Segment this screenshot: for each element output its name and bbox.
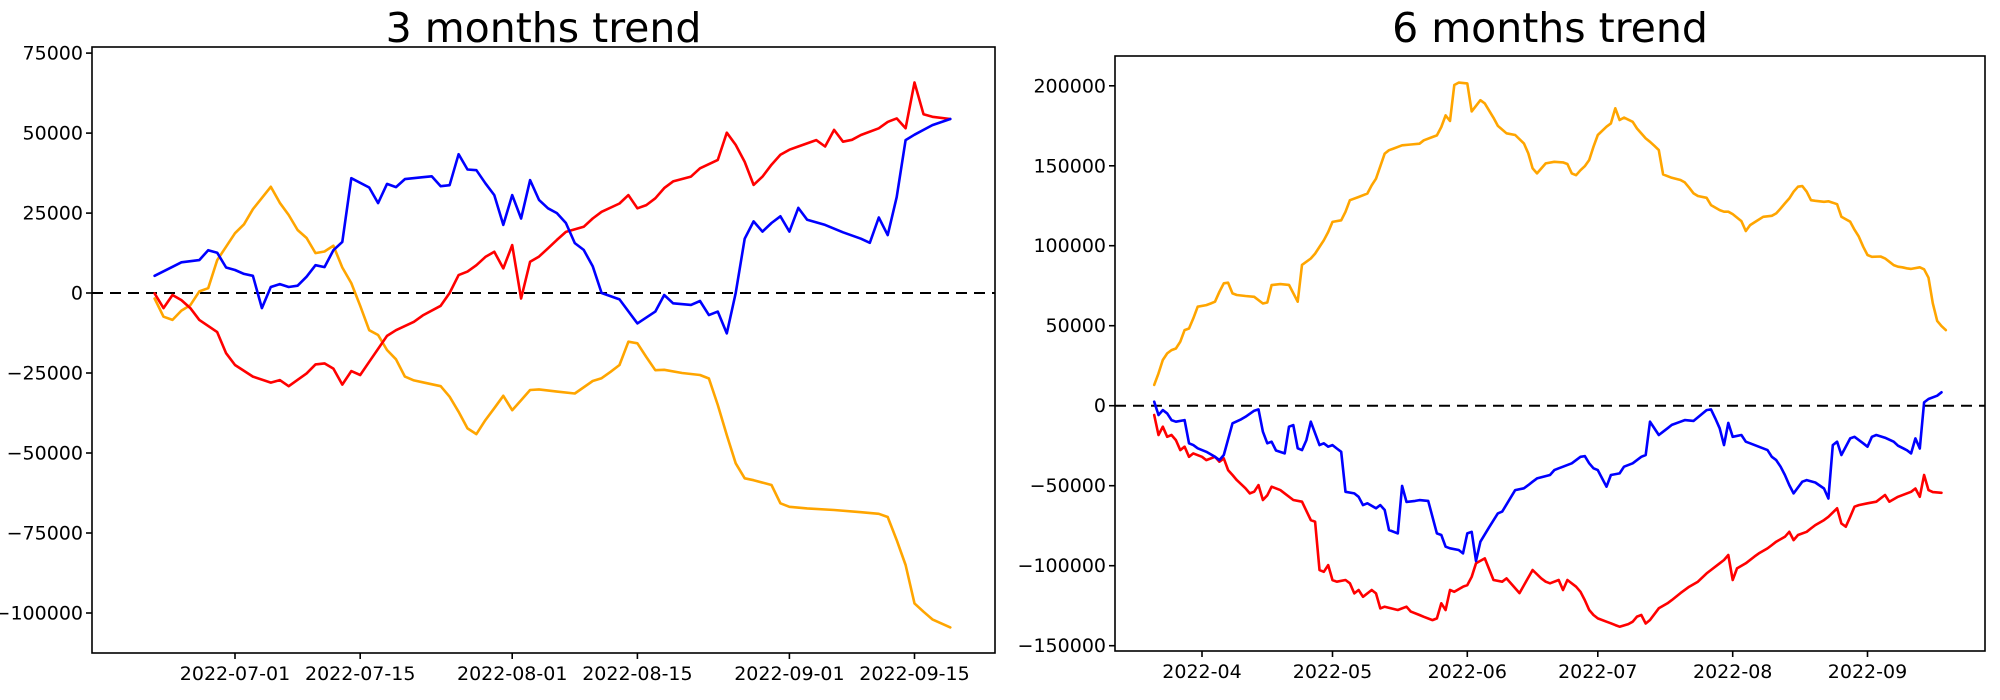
x-tick-label: 2022-08 xyxy=(1693,661,1772,683)
x-tick-label: 2022-09 xyxy=(1828,661,1907,683)
x-tick-label: 2022-07-01 xyxy=(180,663,290,685)
chart-3-months-trend: 75000 50000 25000 0 −25000 −50000 −75000 −10000… xyxy=(0,43,996,685)
x-tick-label: 2022-08-15 xyxy=(582,663,692,685)
y-tick-label: −25000 xyxy=(7,363,83,385)
y-tick-label: 0 xyxy=(1094,395,1106,417)
y-tick-label: 75000 xyxy=(23,43,83,65)
x-tick-label: 2022-09-15 xyxy=(859,663,969,685)
y-tick-label: 50000 xyxy=(1046,315,1106,337)
x-tick-label: 2022-07-15 xyxy=(305,663,415,685)
series-line-red xyxy=(153,81,952,388)
y-tick-label: −75000 xyxy=(7,523,83,545)
x-tick-label: 2022-04 xyxy=(1162,661,1241,683)
series-line-blue xyxy=(153,117,952,335)
series-line-red xyxy=(1152,413,1943,629)
x-tick-label: 2022-07 xyxy=(1558,661,1637,683)
y-tick-label: −150000 xyxy=(1018,635,1106,657)
y-tick-label: 50000 xyxy=(23,123,83,145)
chart-title-3-months: 3 months trend xyxy=(385,4,702,52)
series-line-blue xyxy=(1152,390,1943,563)
y-tick-label: −100000 xyxy=(0,603,83,625)
x-tick-label: 2022-08-01 xyxy=(457,663,567,685)
x-tick-label: 2022-05 xyxy=(1293,661,1372,683)
y-tick-label: −50000 xyxy=(1030,475,1106,497)
y-tick-label: −50000 xyxy=(7,443,83,465)
chart-6-months-trend: 200000 150000 100000 50000 0 −50000 −100000 −15… xyxy=(1018,55,1986,683)
y-tick-label: 100000 xyxy=(1033,235,1106,257)
y-tick-label: 0 xyxy=(71,283,83,305)
axes-frame xyxy=(1114,55,1986,652)
series-line-orange xyxy=(153,185,952,629)
y-tick-label: 150000 xyxy=(1033,155,1106,177)
axes-frame xyxy=(91,46,996,654)
y-tick-label: 25000 xyxy=(23,203,83,225)
x-tick-label: 2022-09-01 xyxy=(734,663,844,685)
chart-title-6-months: 6 months trend xyxy=(1392,4,1708,52)
series-line-orange xyxy=(1152,81,1948,387)
x-tick-label: 2022-06 xyxy=(1428,661,1507,683)
y-tick-label: −100000 xyxy=(1018,555,1106,577)
y-tick-label: 200000 xyxy=(1033,75,1106,97)
